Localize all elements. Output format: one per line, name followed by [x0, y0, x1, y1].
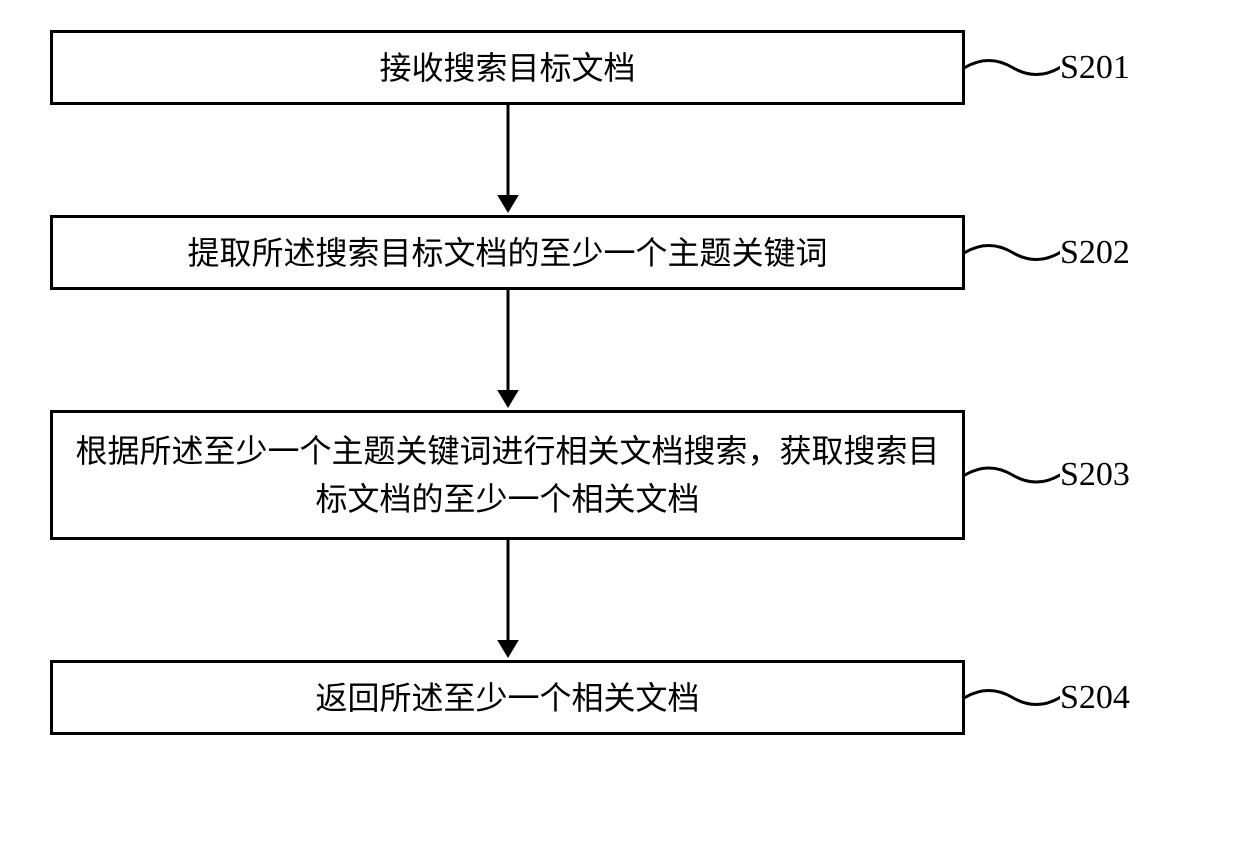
- flow-step-box-s203: 根据所述至少一个主题关键词进行相关文档搜索，获取搜索目标文档的至少一个相关文档: [50, 410, 965, 540]
- flowchart-container: 接收搜索目标文档 S201 提取所述搜索目标文档的至少一个主题关键词 S202 …: [50, 30, 1190, 735]
- flow-step-box-s204: 返回所述至少一个相关文档: [50, 660, 965, 735]
- wavy-connector: [965, 30, 1060, 105]
- flow-step-box-s201: 接收搜索目标文档: [50, 30, 965, 105]
- wavy-connector: [965, 215, 1060, 290]
- arrow-down: [50, 105, 965, 215]
- flow-step-row: 接收搜索目标文档 S201: [50, 30, 1190, 105]
- flow-step-label-s203: S203: [1060, 456, 1190, 494]
- flow-step-label-s201: S201: [1060, 49, 1190, 87]
- wavy-connector: [965, 410, 1060, 540]
- wavy-connector: [965, 660, 1060, 735]
- flow-step-row: 返回所述至少一个相关文档 S204: [50, 660, 1190, 735]
- flow-step-row: 提取所述搜索目标文档的至少一个主题关键词 S202: [50, 215, 1190, 290]
- flow-step-label-s204: S204: [1060, 679, 1190, 717]
- arrow-down: [50, 290, 965, 410]
- arrow-down: [50, 540, 965, 660]
- flow-step-row: 根据所述至少一个主题关键词进行相关文档搜索，获取搜索目标文档的至少一个相关文档 …: [50, 410, 1190, 540]
- flow-step-box-s202: 提取所述搜索目标文档的至少一个主题关键词: [50, 215, 965, 290]
- flow-step-label-s202: S202: [1060, 234, 1190, 272]
